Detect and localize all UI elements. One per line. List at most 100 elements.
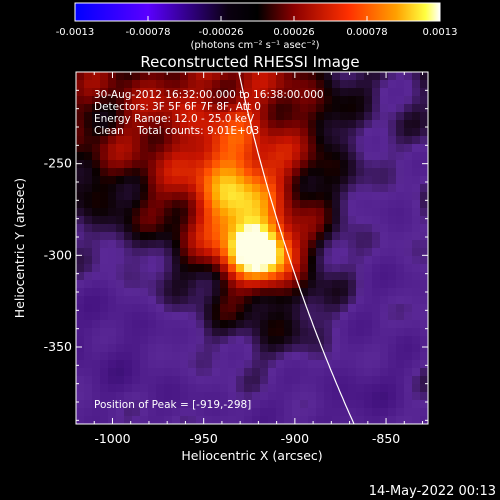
heatmap-cell	[316, 136, 325, 145]
heatmap-cell	[412, 400, 421, 409]
heatmap-cell	[420, 272, 428, 281]
heatmap-cell	[212, 72, 221, 81]
heatmap-cell	[164, 192, 173, 201]
heatmap-cell	[356, 200, 365, 209]
plot-title: Reconstructed RHESSI Image	[140, 53, 359, 71]
heatmap-cell	[404, 408, 413, 417]
heatmap-cell	[388, 296, 397, 305]
heatmap-cell	[332, 248, 341, 257]
heatmap-cell	[396, 368, 405, 377]
heatmap-cell	[268, 312, 277, 321]
heatmap-cell	[188, 400, 197, 409]
heatmap-cell	[420, 192, 428, 201]
heatmap-cell	[148, 112, 157, 121]
heatmap-cell	[172, 288, 181, 297]
heatmap-cell	[380, 80, 389, 89]
heatmap-cell	[164, 104, 173, 113]
heatmap-cell	[284, 400, 293, 409]
heatmap-cell	[228, 128, 237, 137]
heatmap-cell	[276, 344, 285, 353]
heatmap-cell	[188, 160, 197, 169]
heatmap-cell	[180, 200, 189, 209]
heatmap-cell	[132, 304, 141, 313]
heatmap-cell	[92, 352, 101, 361]
heatmap-cell	[140, 136, 149, 145]
heatmap-cell	[108, 80, 117, 89]
heatmap-cell	[236, 272, 245, 281]
heatmap-cell	[180, 280, 189, 289]
heatmap-cell	[380, 312, 389, 321]
heatmap-cell	[244, 200, 253, 209]
heatmap-cell	[148, 144, 157, 153]
heatmap-cell	[260, 184, 269, 193]
heatmap-cell	[244, 216, 253, 225]
heatmap-cell	[148, 96, 157, 105]
heatmap-cell	[396, 256, 405, 265]
heatmap-cell	[404, 216, 413, 225]
heatmap-cell	[188, 200, 197, 209]
heatmap-cell	[92, 104, 101, 113]
heatmap-cell	[156, 264, 165, 273]
heatmap-cell	[244, 128, 253, 137]
heatmap-cell	[356, 216, 365, 225]
heatmap-cell	[116, 344, 125, 353]
heatmap-cell	[196, 72, 205, 81]
heatmap-cell	[124, 192, 133, 201]
heatmap-cell	[348, 296, 357, 305]
heatmap-cell	[228, 136, 237, 145]
heatmap-cell	[100, 128, 109, 137]
heatmap-cell	[204, 320, 213, 329]
heatmap-cell	[220, 200, 229, 209]
heatmap-cell	[380, 120, 389, 129]
heatmap-cell	[204, 272, 213, 281]
heatmap-cell	[84, 320, 93, 329]
heatmap-cell	[324, 104, 333, 113]
heatmap-cell	[372, 376, 381, 385]
heatmap-cell	[260, 256, 269, 265]
heatmap-cell	[164, 160, 173, 169]
heatmap-cell	[252, 256, 261, 265]
heatmap-cell	[220, 344, 229, 353]
heatmap-cell	[252, 400, 261, 409]
heatmap-cell	[156, 344, 165, 353]
heatmap-cell	[364, 288, 373, 297]
heatmap-cell	[196, 280, 205, 289]
heatmap-cell	[332, 80, 341, 89]
heatmap-cell	[340, 304, 349, 313]
heatmap-cell	[268, 232, 277, 241]
heatmap-cell	[108, 152, 117, 161]
heatmap-cell	[252, 376, 261, 385]
heatmap-cell	[228, 216, 237, 225]
heatmap-cell	[388, 312, 397, 321]
heatmap-cell	[260, 136, 269, 145]
heatmap-cell	[252, 136, 261, 145]
heatmap-cell	[340, 392, 349, 401]
heatmap-cell	[356, 128, 365, 137]
heatmap-cell	[220, 376, 229, 385]
heatmap-cell	[412, 408, 421, 417]
heatmap-cell	[148, 240, 157, 249]
heatmap-cell	[148, 224, 157, 233]
heatmap-cell	[124, 368, 133, 377]
heatmap-cell	[76, 368, 85, 377]
heatmap-cell	[252, 352, 261, 361]
heatmap-cell	[292, 248, 301, 257]
heatmap-cell	[172, 408, 181, 417]
heatmap-cell	[292, 80, 301, 89]
heatmap-cell	[380, 376, 389, 385]
heatmap-cell	[84, 80, 93, 89]
heatmap-cell	[100, 368, 109, 377]
heatmap-cell	[316, 128, 325, 137]
heatmap-cell	[252, 344, 261, 353]
heatmap-cell	[356, 384, 365, 393]
heatmap-cell	[156, 96, 165, 105]
heatmap-cell	[236, 360, 245, 369]
heatmap-cell	[364, 264, 373, 273]
heatmap-cell	[364, 304, 373, 313]
heatmap-cell	[388, 112, 397, 121]
heatmap-cell	[292, 200, 301, 209]
heatmap-cell	[188, 408, 197, 417]
heatmap-cell	[204, 256, 213, 265]
heatmap-cell	[316, 328, 325, 337]
heatmap-cell	[308, 352, 317, 361]
